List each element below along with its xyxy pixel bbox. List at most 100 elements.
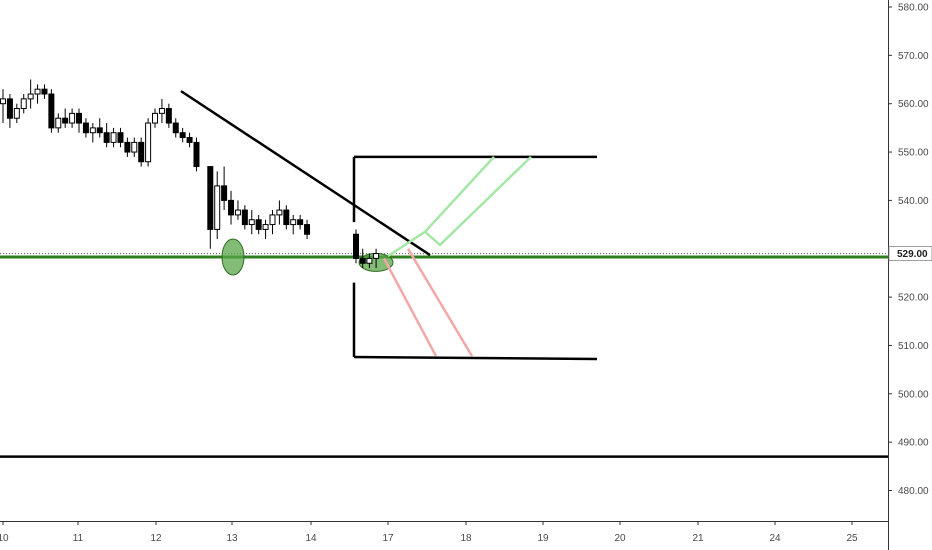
- candle: [234, 200, 241, 220]
- price-tick-label: 580.00: [898, 3, 929, 14]
- candles-layer: [0, 79, 380, 269]
- candle-body: [103, 132, 110, 143]
- candle-body: [241, 209, 248, 226]
- candle: [248, 210, 255, 235]
- candle: [41, 84, 48, 99]
- downtrend-line: [180, 90, 431, 257]
- candle-body: [172, 122, 179, 134]
- time-tick-label: 17: [382, 533, 394, 544]
- price-tick-label: 510.00: [898, 341, 929, 352]
- candle-body: [207, 166, 214, 230]
- candle: [55, 113, 62, 133]
- candle: [269, 210, 276, 235]
- candle: [373, 248, 380, 269]
- candle: [76, 108, 83, 133]
- candle-body: [55, 117, 62, 129]
- candle-body: [228, 199, 235, 216]
- candle: [110, 127, 117, 148]
- candle-body: [214, 185, 221, 230]
- candle-body: [221, 185, 228, 201]
- candle: [221, 166, 228, 211]
- candle-body: [373, 253, 380, 259]
- price-tick-label: 500.00: [898, 389, 929, 400]
- candle-body: [193, 141, 200, 168]
- candle-body: [152, 112, 159, 124]
- current-price-label: 529.00: [897, 249, 928, 260]
- candle-body: [131, 141, 138, 153]
- time-tick-label: 18: [460, 533, 472, 544]
- candle-body: [13, 108, 20, 119]
- candle-body: [290, 219, 297, 226]
- candle: [207, 166, 214, 249]
- candle: [304, 219, 311, 240]
- time-tick-label: 21: [692, 533, 704, 544]
- candle-body: [366, 257, 373, 264]
- price-tick-label: 480.00: [898, 486, 929, 497]
- candle-body: [234, 209, 241, 216]
- candle-body: [248, 219, 255, 226]
- candle-body: [165, 108, 172, 124]
- time-tick-label: 20: [614, 533, 626, 544]
- candle-body: [283, 209, 290, 226]
- candle: [262, 219, 269, 240]
- candle-body: [34, 88, 41, 95]
- candle-body: [76, 112, 83, 124]
- candle: [366, 253, 373, 269]
- short-path-right: [406, 248, 474, 357]
- candle: [353, 229, 359, 264]
- candle: [34, 84, 41, 104]
- candle: [103, 123, 110, 148]
- highlight-ellipse-1: [221, 238, 245, 276]
- candle: [117, 127, 124, 148]
- time-tick-label: 12: [150, 533, 162, 544]
- time-tick-label: 19: [537, 533, 549, 544]
- long-path-lower: [424, 155, 532, 247]
- candle: [131, 137, 138, 157]
- candle-body: [62, 117, 69, 124]
- drawing-layer-front: [180, 90, 598, 361]
- candle: [283, 205, 290, 230]
- candle: [138, 137, 145, 167]
- candle-body: [110, 132, 117, 143]
- time-tick-label: 11: [73, 533, 84, 544]
- candle: [124, 137, 131, 157]
- short-path-left: [382, 257, 438, 357]
- candle-body: [145, 122, 152, 163]
- candle: [62, 108, 69, 128]
- candle-body: [269, 214, 276, 226]
- candle-body: [6, 98, 13, 119]
- candle-body: [89, 127, 96, 134]
- candle-body: [20, 98, 27, 110]
- candle: [0, 89, 6, 124]
- price-tick-label: 550.00: [898, 148, 929, 159]
- candle-body: [48, 93, 55, 129]
- candle: [172, 118, 179, 138]
- candle: [297, 214, 304, 230]
- candle: [228, 190, 235, 225]
- drawing-layer-back: [0, 238, 888, 458]
- candle: [145, 118, 152, 167]
- candle: [255, 214, 262, 235]
- candle: [359, 248, 366, 269]
- time-tick-label: 10: [0, 533, 9, 544]
- candle-body: [0, 98, 6, 105]
- candle: [69, 108, 76, 128]
- candle-body: [255, 219, 262, 230]
- candle-body: [69, 112, 76, 124]
- price-tick-label: 560.00: [898, 99, 929, 110]
- candle-body: [117, 132, 124, 143]
- candle-body: [353, 233, 359, 259]
- price-tick-label: 570.00: [898, 51, 929, 62]
- candle-body: [304, 224, 311, 235]
- time-tick-label: 14: [305, 533, 317, 544]
- candle: [27, 79, 34, 109]
- candle: [96, 118, 103, 138]
- candle-body: [27, 93, 34, 100]
- candle: [276, 200, 283, 225]
- candle: [89, 123, 96, 143]
- candle: [6, 94, 13, 128]
- candle: [82, 118, 89, 138]
- candle-body: [82, 122, 89, 134]
